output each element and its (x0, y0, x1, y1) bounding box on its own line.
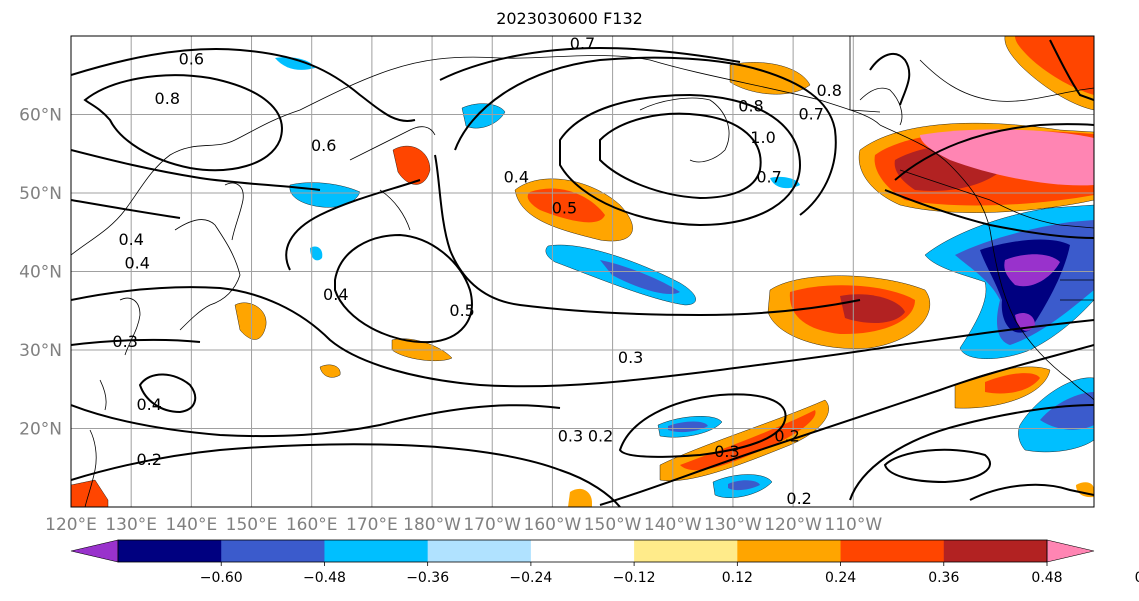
lon-tick-label: 130°W (704, 515, 762, 535)
warm-anomaly (392, 145, 431, 185)
contour-label: 0.7 (570, 34, 595, 53)
warm-anomaly (659, 399, 829, 481)
cold-anomaly (275, 57, 315, 70)
colorbar-tick-label: −0.36 (406, 570, 449, 586)
contour-label: 0.8 (816, 81, 841, 100)
contour-label: 0.6 (179, 50, 204, 69)
colorbar-extend-low (70, 539, 119, 563)
contour-label: 0.3 (558, 426, 583, 445)
lon-tick-label: 170°W (463, 515, 521, 535)
colorbar-tick-label: −0.12 (613, 570, 656, 586)
warm-anomaly (729, 62, 811, 95)
warm-anomaly (319, 364, 341, 378)
warm-anomaly (71, 479, 109, 507)
colorbar-segment (943, 540, 1048, 562)
lat-tick-label: 20°N (19, 420, 62, 440)
contour-lines (71, 39, 1094, 507)
contour-label: 0.7 (756, 167, 781, 186)
map-frame (70, 35, 1095, 508)
lon-tick-label: 140°W (644, 515, 702, 535)
colorbar-segment (840, 540, 945, 562)
contour-label: 0.4 (504, 167, 529, 186)
contour-labels: 0.6 0.8 0.7 0.6 0.4 0.5 0.4 0.4 0.4 0.5 0.3 0.3 0.4 0… (112, 34, 842, 508)
colorbar-segment (530, 540, 635, 562)
longitude-axis: 120°E 130°E 140°E 150°E 160°E 170°E 180°W 170°W… (45, 515, 882, 535)
cold-anomaly-core (668, 421, 708, 433)
contour-label: 0.7 (798, 105, 823, 124)
contour-label: 0.4 (323, 285, 348, 304)
contour-label: 0.5 (449, 301, 474, 320)
contour-label: 0.4 (118, 230, 143, 249)
colorbar-tick-label: 0.36 (928, 570, 959, 586)
lon-tick-label: 120°W (764, 515, 822, 535)
contour-label: 0.4 (124, 254, 149, 273)
warm-anomaly-core (920, 129, 1094, 186)
warm-anomaly-core (1015, 36, 1094, 95)
colorbar-segment (634, 540, 738, 562)
warm-anomaly (234, 302, 267, 340)
cold-anomaly (461, 103, 506, 129)
cold-anomaly (770, 176, 800, 189)
contour-label: 0.3 (714, 442, 739, 461)
colorbar-segment (118, 540, 222, 562)
latitude-axis: 20°N 30°N 40°N 50°N 60°N (19, 106, 62, 440)
lon-tick-label: 150°W (584, 515, 642, 535)
contour-label: 0.8 (155, 89, 180, 108)
colorbar-segment (324, 540, 429, 562)
colorbar-extend-high (1046, 539, 1095, 563)
colorbar: −0.60 −0.48 −0.36 −0.24 −0.12 0.12 0.24 0.36 0.4… (70, 539, 1139, 586)
contour-label: 1.0 (750, 128, 775, 147)
cold-anomaly-core (1015, 313, 1035, 331)
lat-tick-label: 50°N (19, 184, 62, 204)
contour-label: 0.4 (137, 395, 162, 414)
contour-label: 0.3 (112, 332, 137, 351)
lon-tick-label: 130°E (105, 515, 157, 535)
cold-anomaly-core (728, 480, 760, 491)
lon-tick-label: 160°E (286, 515, 338, 535)
contour-label: 0.2 (137, 450, 162, 469)
coastlines (71, 36, 1094, 507)
cold-anomaly-core (1040, 392, 1094, 430)
colorbar-tick-label: 0.48 (1031, 570, 1062, 586)
lon-tick-label: 120°E (45, 515, 97, 535)
lon-tick-label: 140°E (166, 515, 218, 535)
lon-tick-label: 150°E (226, 515, 278, 535)
lon-tick-label: 160°W (524, 515, 582, 535)
contour-label: 0.2 (786, 489, 811, 508)
colorbar-segment (737, 540, 842, 562)
lon-tick-label: 110°W (824, 515, 882, 535)
colorbar-segment (427, 540, 532, 562)
colorbar-segment (221, 540, 325, 562)
contour-label: 0.6 (311, 136, 336, 155)
contour-label: 0.3 (618, 348, 643, 367)
colorbar-tick-label: −0.60 (200, 570, 243, 586)
warm-anomaly-core (985, 373, 1040, 394)
lon-tick-label: 180°W (403, 515, 461, 535)
gridlines (71, 36, 1094, 507)
contour-label: 0.5 (552, 199, 577, 218)
warm-anomaly-core (680, 410, 816, 471)
lat-tick-label: 60°N (19, 106, 62, 126)
cold-anomaly-core (1004, 254, 1060, 287)
warm-anomaly-core (527, 188, 605, 223)
figure-title: 2023030600 F132 (496, 9, 643, 28)
cold-anomaly-core (600, 260, 680, 295)
warm-anomaly (568, 488, 592, 507)
lon-tick-label: 170°E (346, 515, 398, 535)
colorbar-tick-label: −0.24 (509, 570, 552, 586)
lat-tick-label: 40°N (19, 263, 62, 283)
colorbar-tick-label: −0.48 (303, 570, 346, 586)
colorbar-tick-label: 0.60 (1135, 570, 1139, 586)
contour-label: 0.2 (774, 426, 799, 445)
contour-label: 0.2 (588, 426, 613, 445)
colorbar-frame (117, 539, 1048, 563)
contour-label: 0.8 (738, 97, 763, 116)
cold-anomaly (310, 246, 323, 261)
colorbar-tick-label: 0.12 (722, 570, 753, 586)
lat-tick-label: 30°N (19, 341, 62, 361)
colorbar-tick-label: 0.24 (825, 570, 856, 586)
